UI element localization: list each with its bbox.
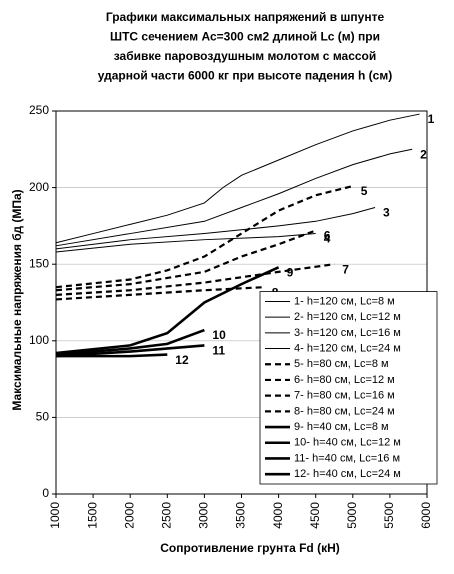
line-series	[55, 148, 413, 247]
line-series	[55, 207, 376, 250]
x-tick-label: 4000	[271, 502, 285, 529]
chart-title: ударной части 6000 кг при высоте падения…	[98, 69, 392, 83]
y-tick-label: 50	[36, 410, 50, 424]
x-tick-label: 4500	[308, 502, 322, 529]
line-series	[55, 185, 354, 289]
curve-label: 6	[324, 229, 331, 243]
legend-label: 5- h=80 см, Lc=8 м	[294, 358, 389, 370]
y-tick-label: 250	[29, 103, 49, 117]
legend-label: 8- h=80 см, Lc=24 м	[294, 405, 395, 417]
line-series	[55, 113, 420, 244]
curve-label: 3	[383, 206, 390, 220]
legend-box	[259, 291, 438, 485]
legend-label: 11- h=40 см, Lc=16 м	[294, 452, 400, 464]
curve-label: 12	[175, 353, 189, 367]
line-series	[55, 286, 264, 301]
legend-label: 3- h=120 см, Lc=16 м	[294, 327, 401, 339]
chart-title: ШТС сечением Ас=300 см2 длиной Lc (м) пр…	[110, 30, 380, 44]
chart-title: забивке паровоздушным молотом с массой	[114, 49, 377, 63]
curve-label: 4	[324, 232, 331, 246]
line-series	[55, 344, 205, 358]
y-tick-label: 100	[29, 333, 49, 347]
line-series	[55, 266, 280, 355]
y-tick-label: 200	[29, 180, 49, 194]
x-tick-label: 5000	[345, 502, 359, 529]
legend-label: 12- h=40 см, Lc=24 м	[294, 468, 401, 480]
legend-label: 1- h=120 см, Lc=8 м	[294, 295, 395, 307]
y-tick-label: 150	[29, 256, 49, 270]
curve-label: 7	[342, 262, 349, 276]
curve-label: 2	[420, 147, 427, 161]
x-axis-label: Сопротивление грунта Fd (кН)	[160, 541, 339, 555]
legend-label: 7- h=80 см, Lc=16 м	[294, 390, 395, 402]
line-series	[55, 233, 316, 253]
x-tick-label: 1000	[48, 502, 62, 529]
legend-label: 6- h=80 см, Lc=12 м	[294, 374, 395, 386]
x-tick-label: 1500	[85, 502, 99, 529]
x-tick-label: 2500	[159, 502, 173, 529]
legend-label: 9- h=40 см, Lc=8 м	[294, 421, 389, 433]
line-series	[55, 263, 335, 296]
y-tick-label: 0	[42, 486, 49, 500]
curve-label: 9	[287, 265, 294, 279]
curve-label: 5	[361, 184, 368, 198]
line-series	[56, 353, 168, 358]
x-tick-label: 6000	[419, 502, 433, 529]
x-tick-label: 3000	[197, 502, 211, 529]
curve-label: 1	[428, 112, 435, 126]
x-tick-label: 2000	[122, 502, 136, 529]
x-tick-label: 5500	[382, 502, 396, 529]
legend-label: 10- h=40 см, Lc=12 м	[294, 437, 401, 449]
curve-label: 10	[212, 328, 226, 342]
line-series	[55, 328, 205, 356]
chart-title: Графики максимальных напряжений в шпунте	[106, 10, 385, 24]
line-series	[55, 229, 317, 292]
legend-label: 2- h=120 см, Lc=12 м	[294, 311, 401, 323]
x-tick-label: 3500	[234, 502, 248, 529]
legend-label: 4- h=120 см, Lc=24 м	[294, 342, 401, 354]
y-axis-label: Максимальные напряжения бд (МПа)	[10, 189, 24, 410]
curve-label: 11	[212, 344, 225, 358]
